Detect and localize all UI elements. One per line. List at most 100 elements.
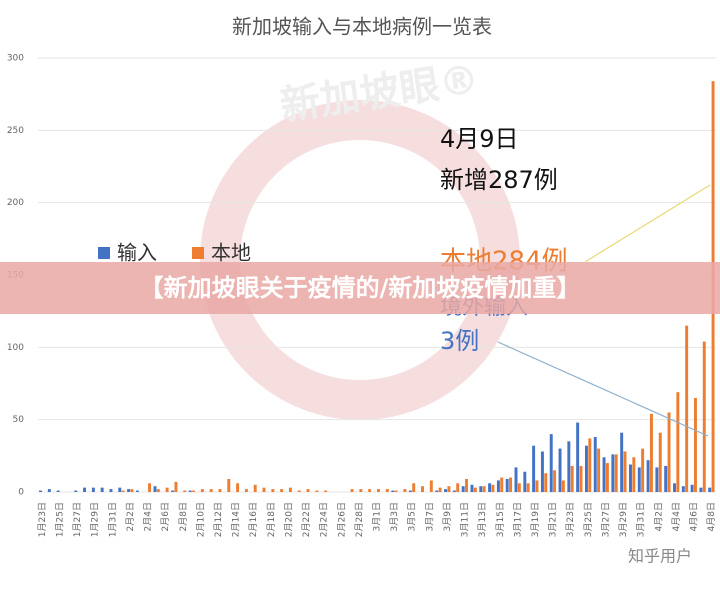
bar [614,454,618,492]
bar [479,486,483,492]
bar [118,487,122,492]
bar [514,467,518,492]
legend-label: 本地 [211,241,251,265]
bar [579,465,583,492]
bar [532,445,536,492]
bar [473,487,477,492]
legend-swatch [98,247,110,259]
bar [558,448,562,492]
arrow [497,341,709,437]
bar [517,483,521,492]
legend-label: 输入 [117,241,157,265]
bar [693,397,697,492]
bar [188,490,192,492]
x-tick-label: 1月25日 [55,502,66,537]
x-tick-label: 3月9日 [442,502,453,531]
bar [74,490,78,492]
bar [629,464,632,492]
x-tick-label: 3月15日 [495,502,506,537]
x-tick-label: 2月16日 [248,502,259,537]
bar [526,483,530,492]
bar [288,487,292,492]
x-tick-label: 3月1日 [372,502,383,531]
bar [570,465,574,492]
bar [605,463,609,492]
bar [429,480,433,492]
bar [200,489,204,492]
bar [56,490,60,492]
bar [438,487,442,492]
bar [544,473,548,492]
chart-title: 新加坡输入与本地病例一览表 [232,15,492,39]
y-tick-label: 100 [7,343,24,353]
bar [253,484,257,492]
bar [130,489,134,492]
bar [593,437,597,492]
x-tick-label: 2月18日 [266,502,277,537]
x-tick-label: 2月22日 [301,502,312,537]
x-tick-label: 2月10日 [195,502,206,537]
bar [673,483,676,492]
bar [244,489,248,492]
x-tick-label: 3月31日 [636,502,647,537]
arrow [584,184,711,263]
bar [623,451,627,492]
x-tick-label: 4月8日 [706,502,717,531]
banner-text: 【新加坡眼关于疫情的/新加坡疫情加重】 [140,274,581,302]
banner [0,262,720,314]
annotation: 4月9日 [440,125,519,153]
x-tick-label: 3月21日 [548,502,559,537]
bar [385,489,389,492]
x-tick-label: 3月29日 [618,502,629,537]
bar [690,484,694,492]
bar [408,490,412,492]
bar [699,487,703,492]
bar [324,490,328,492]
bar [549,434,553,492]
y-tick-label: 200 [7,198,24,208]
bar [523,471,527,492]
bar [602,457,606,492]
x-tick-label: 3月13日 [477,502,488,537]
bar [620,432,624,492]
bar [535,480,539,492]
legend-swatch [192,247,204,259]
bar [470,484,474,492]
bar [297,490,301,492]
bar [121,490,125,492]
bar [368,489,372,492]
bar [637,467,641,492]
annotation: 新增287例 [440,166,558,194]
x-tick-label: 2月8日 [178,502,189,531]
x-tick-label: 2月6日 [160,502,171,531]
bar [482,486,486,492]
bar [156,489,160,492]
bar [452,490,456,492]
bar [100,487,104,492]
bar [667,412,671,492]
x-tick-label: 4月2日 [653,502,664,531]
bar [461,486,465,492]
x-tick-label: 3月17日 [512,502,523,537]
y-tick-label: 250 [7,126,24,136]
x-tick-label: 3月7日 [424,502,435,531]
bar [611,454,615,492]
bar [561,480,565,492]
bar [153,486,157,492]
bar [567,441,571,492]
bar [165,487,169,492]
bar [658,432,662,492]
bar [576,422,580,492]
bar [444,489,448,492]
x-tick-label: 3月11日 [460,502,471,537]
bar [421,486,424,492]
bar [280,489,284,492]
footer: 知乎用户 [628,547,692,566]
bar [209,489,213,492]
bar [174,481,178,492]
bar [509,477,513,492]
bar [655,467,659,492]
bar [540,451,544,492]
bar [218,489,222,492]
y-tick-label: 0 [18,488,24,498]
